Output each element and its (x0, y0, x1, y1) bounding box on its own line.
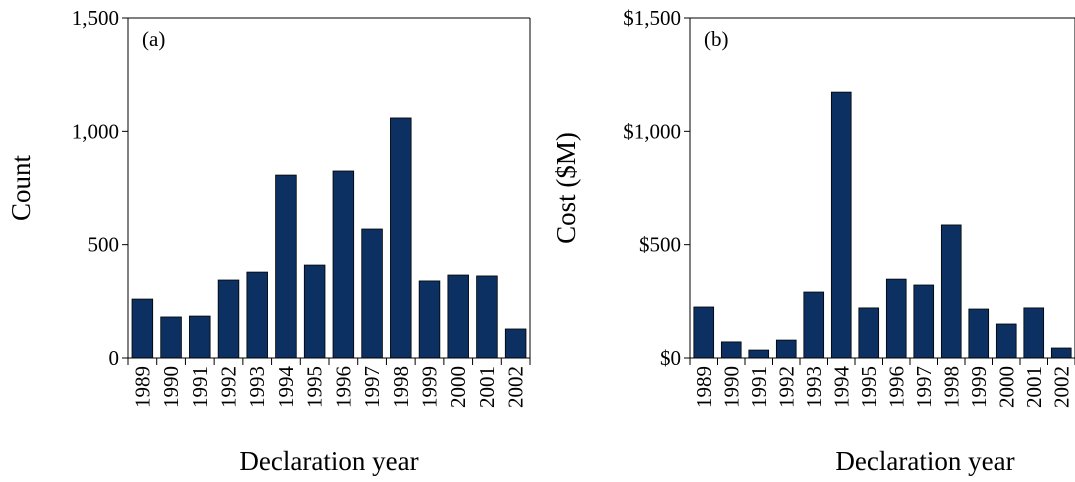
x-tick-label: 1990 (159, 366, 183, 408)
bar (332, 170, 355, 359)
panel-label: (a) (142, 27, 165, 51)
x-tick-label: 1992 (774, 366, 798, 408)
x-tick-label: 1996 (331, 366, 355, 408)
y-axis-title: Count (6, 154, 36, 221)
x-tick-label: 1993 (245, 366, 269, 408)
x-tick-label: 2002 (1049, 366, 1073, 408)
x-tick-label: 1994 (274, 366, 298, 409)
y-tick-label: $0 (660, 346, 681, 370)
bar (390, 117, 412, 359)
y-tick-label: 500 (88, 233, 120, 257)
bar (361, 228, 383, 359)
x-tick-label: 1992 (217, 366, 241, 408)
bar (968, 308, 990, 359)
bar (418, 280, 441, 359)
bar (303, 264, 326, 359)
x-tick-label: 1995 (857, 366, 881, 408)
x-tick-label: 2000 (994, 366, 1018, 408)
bar (476, 275, 498, 359)
x-tick-label: 1990 (719, 366, 743, 408)
x-tick-label: 1989 (130, 366, 154, 408)
x-tick-label: 1989 (692, 366, 716, 408)
y-tick-label: 0 (109, 346, 120, 370)
bar (940, 224, 962, 359)
bar (246, 271, 268, 359)
y-tick-label: $1,500 (623, 6, 681, 30)
bar (160, 316, 182, 359)
y-tick-label: 1,500 (72, 6, 119, 30)
bar (858, 307, 880, 359)
y-tick-label: $500 (639, 233, 681, 257)
bar (775, 339, 797, 359)
x-tick-label: 1991 (747, 366, 771, 408)
x-tick-label: 2002 (504, 366, 528, 408)
x-tick-label: 1991 (188, 366, 212, 408)
x-tick-label: 1994 (829, 366, 853, 409)
bar (131, 298, 154, 359)
x-tick-label: 2001 (1022, 366, 1046, 408)
bar (275, 174, 297, 359)
bar (885, 278, 907, 359)
panel-label: (b) (704, 27, 729, 51)
x-tick-label: 1998 (939, 366, 963, 408)
bar (830, 91, 852, 359)
y-axis-title: Cost ($M) (551, 132, 581, 244)
y-tick-label: $1,000 (623, 119, 681, 143)
bar (803, 291, 825, 359)
x-tick-label: 1997 (912, 366, 936, 408)
bar (1023, 307, 1045, 359)
bar (447, 274, 469, 359)
x-tick-label: 1993 (802, 366, 826, 408)
x-tick-label: 1997 (360, 366, 384, 408)
bar (913, 284, 935, 359)
x-tick-label: 2001 (475, 366, 499, 408)
bar (504, 328, 527, 359)
bar (217, 279, 240, 359)
bar (995, 323, 1017, 359)
bar (748, 349, 770, 359)
x-tick-label: 1996 (884, 366, 908, 408)
x-tick-label: 1999 (418, 366, 442, 408)
x-axis-title: Declaration year (239, 446, 418, 476)
x-tick-label: 2000 (446, 366, 470, 408)
x-tick-label: 1998 (389, 366, 413, 408)
y-tick-label: 1,000 (72, 119, 119, 143)
x-tick-label: 1999 (967, 366, 991, 408)
bar (720, 341, 742, 359)
bar (693, 306, 715, 359)
x-axis-title: Declaration year (835, 446, 1014, 476)
bar (189, 315, 211, 359)
x-tick-label: 1995 (303, 366, 327, 408)
bar (1050, 347, 1072, 359)
